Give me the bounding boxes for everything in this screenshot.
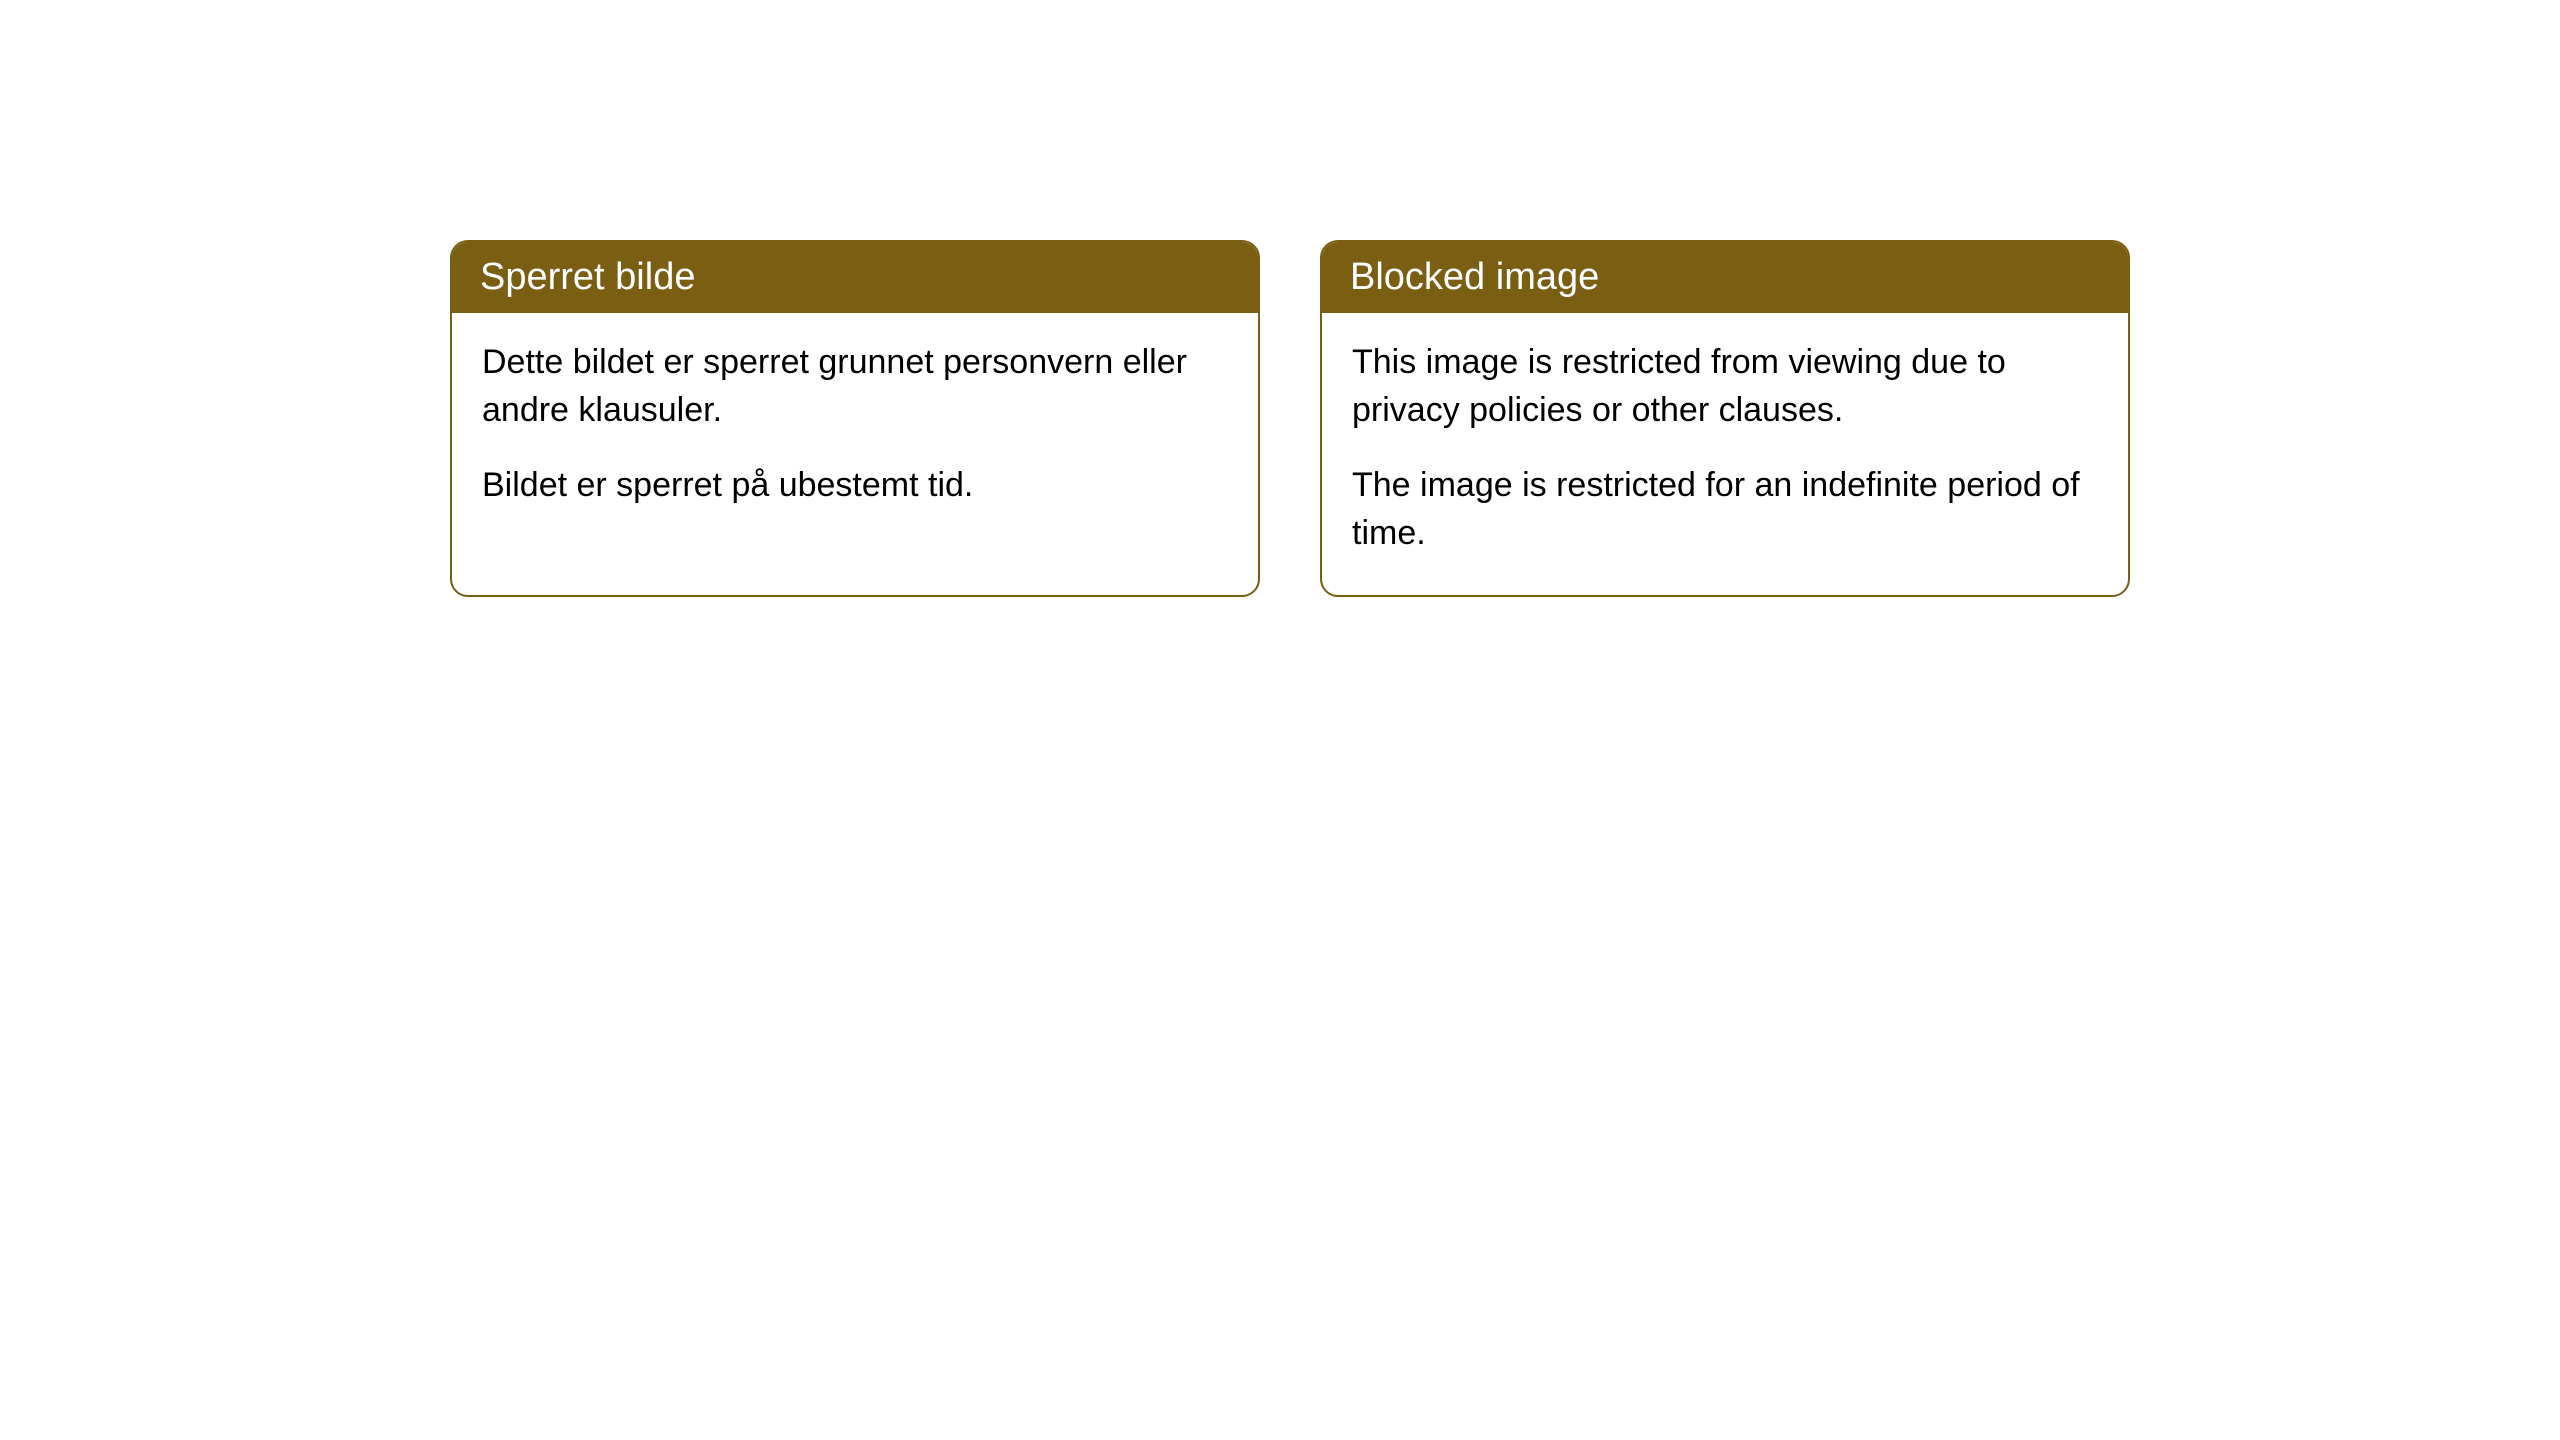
card-body-norwegian: Dette bildet er sperret grunnet personve… [452,313,1258,548]
card-paragraph: Dette bildet er sperret grunnet personve… [482,339,1228,434]
notice-cards-container: Sperret bilde Dette bildet er sperret gr… [450,240,2130,597]
card-body-english: This image is restricted from viewing du… [1322,313,2128,595]
card-paragraph: Bildet er sperret på ubestemt tid. [482,462,1228,510]
card-header-norwegian: Sperret bilde [452,242,1258,313]
notice-card-english: Blocked image This image is restricted f… [1320,240,2130,597]
notice-card-norwegian: Sperret bilde Dette bildet er sperret gr… [450,240,1260,597]
card-title: Blocked image [1350,256,1599,298]
card-paragraph: The image is restricted for an indefinit… [1352,462,2098,557]
card-paragraph: This image is restricted from viewing du… [1352,339,2098,434]
card-title: Sperret bilde [480,256,695,298]
card-header-english: Blocked image [1322,242,2128,313]
